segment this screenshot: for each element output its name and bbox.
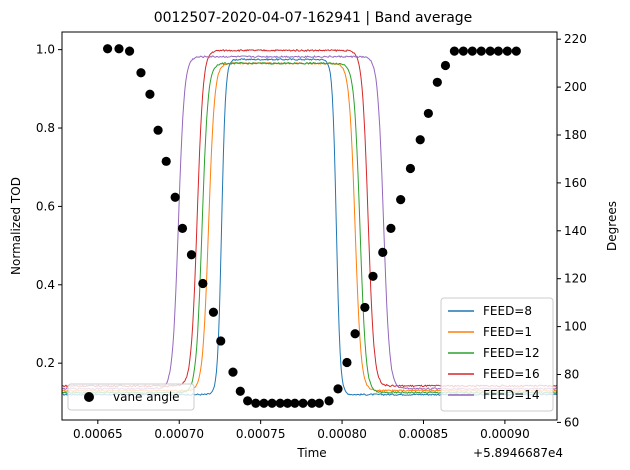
y-left-tick-label: 0.6 xyxy=(36,199,55,213)
vane-angle-point xyxy=(360,302,370,313)
vane-angle-point xyxy=(161,156,171,166)
vane-angle-point xyxy=(275,398,285,408)
vane-angle-point xyxy=(177,223,188,233)
vane-angle-point xyxy=(170,192,180,202)
plot-frame xyxy=(61,31,558,421)
x-tick-label: 0.00090 xyxy=(480,427,530,441)
vane-angle-point xyxy=(333,384,343,394)
vane-angle-point xyxy=(267,398,277,408)
vane-angle-point xyxy=(440,60,451,71)
vane-angle-point xyxy=(476,46,486,56)
vane-angle-point xyxy=(485,46,495,56)
y-left-tick-label: 0.4 xyxy=(36,278,55,292)
vane-angle-point xyxy=(368,271,378,281)
vane-angle-point xyxy=(378,247,388,257)
vane-angle-point xyxy=(307,398,317,408)
vane-angle-point xyxy=(259,398,269,408)
legend-label: FEED=16 xyxy=(483,367,540,381)
vane-angle-point xyxy=(342,357,352,368)
y-right-tick-label: 60 xyxy=(564,415,579,429)
y-axis-right-label: Degrees xyxy=(605,201,619,251)
vane-angle-point xyxy=(432,77,442,87)
vane-angle-layer xyxy=(102,44,521,408)
y-left-tick-label: 1.0 xyxy=(36,43,55,57)
legend-label: FEED=14 xyxy=(483,388,540,402)
x-tick-label: 0.00080 xyxy=(317,427,367,441)
vane-angle-point xyxy=(243,396,253,406)
vane-angle-point xyxy=(386,223,396,233)
legend-label: FEED=8 xyxy=(483,304,532,318)
vane-angle-point xyxy=(314,398,324,408)
vane-angle-point xyxy=(502,46,512,56)
vane-angle-point xyxy=(396,195,406,205)
x-tick-label: 0.00085 xyxy=(399,427,449,441)
y-right-tick-label: 220 xyxy=(564,32,587,46)
y-axis-left: 0.2 0.4 0.6 0.8 1.0 xyxy=(36,43,62,370)
vane-angle-point xyxy=(136,68,146,78)
vane-angle-point xyxy=(298,398,308,408)
vane-angle-point xyxy=(405,163,416,174)
vane-angle-point xyxy=(282,398,293,408)
legend-label: FEED=12 xyxy=(483,346,540,360)
vane-angle-point xyxy=(153,125,163,135)
vane-angle-point xyxy=(208,307,219,317)
y-left-tick-label: 0.2 xyxy=(36,356,55,370)
vane-angle-point xyxy=(235,386,245,396)
vane-angle-point xyxy=(415,135,425,145)
y-right-tick-label: 140 xyxy=(564,224,587,238)
legend-vane-label: vane angle xyxy=(113,390,180,404)
vane-angle-point xyxy=(458,46,468,56)
x-axis: 0.00065 0.00070 0.00075 0.00080 0.00085 0.000… xyxy=(73,420,530,441)
y-right-tick-label: 80 xyxy=(564,367,579,381)
vane-angle-point xyxy=(102,44,113,54)
vane-angle-point xyxy=(423,108,433,119)
vane-angle-point xyxy=(324,396,334,406)
vane-angle-point xyxy=(511,46,521,56)
vane-angle-point xyxy=(467,46,477,56)
y-right-tick-label: 100 xyxy=(564,320,587,334)
legend-feeds: FEED=8 FEED=1 FEED=12 FEED=16 FEED=14 xyxy=(440,297,554,412)
y-right-tick-label: 200 xyxy=(564,80,587,94)
y-axis-left-label: Normalized TOD xyxy=(9,177,23,275)
vane-angle-point xyxy=(251,398,261,408)
vane-angle-point xyxy=(114,44,124,54)
legend-label: FEED=1 xyxy=(483,325,532,339)
vane-angle-point xyxy=(449,46,460,56)
legend-feeds-box xyxy=(440,297,554,412)
vane-angle-point xyxy=(124,46,135,56)
vane-angle-point xyxy=(198,278,208,289)
vane-angle-point xyxy=(228,367,238,377)
y-right-tick-label: 120 xyxy=(564,272,587,286)
chart-title: 0012507-2020-04-07-162941 | Band average xyxy=(154,10,473,26)
y-right-tick-label: 160 xyxy=(564,176,587,190)
legend-vane-box xyxy=(67,383,195,411)
y-right-tick-label: 180 xyxy=(564,128,587,142)
vane-angle-point xyxy=(350,329,360,339)
vane-angle-point xyxy=(216,336,226,346)
y-axis-right: 60 80 100 120 140 160 180 200 220 xyxy=(557,32,587,429)
legend-vane-marker xyxy=(84,392,94,402)
x-axis-label: Time xyxy=(296,446,326,460)
vane-angle-point xyxy=(493,46,503,56)
x-tick-label: 0.00070 xyxy=(154,427,204,441)
x-offset-label: +5.8946687e4 xyxy=(473,446,563,460)
x-tick-label: 0.00075 xyxy=(236,427,286,441)
legend-vane: vane angle xyxy=(67,383,195,411)
y-left-tick-label: 0.8 xyxy=(36,121,55,135)
vane-angle-point xyxy=(290,398,300,408)
x-tick-label: 0.00065 xyxy=(73,427,123,441)
vane-angle-point xyxy=(145,89,155,99)
vane-angle-point xyxy=(186,250,197,260)
